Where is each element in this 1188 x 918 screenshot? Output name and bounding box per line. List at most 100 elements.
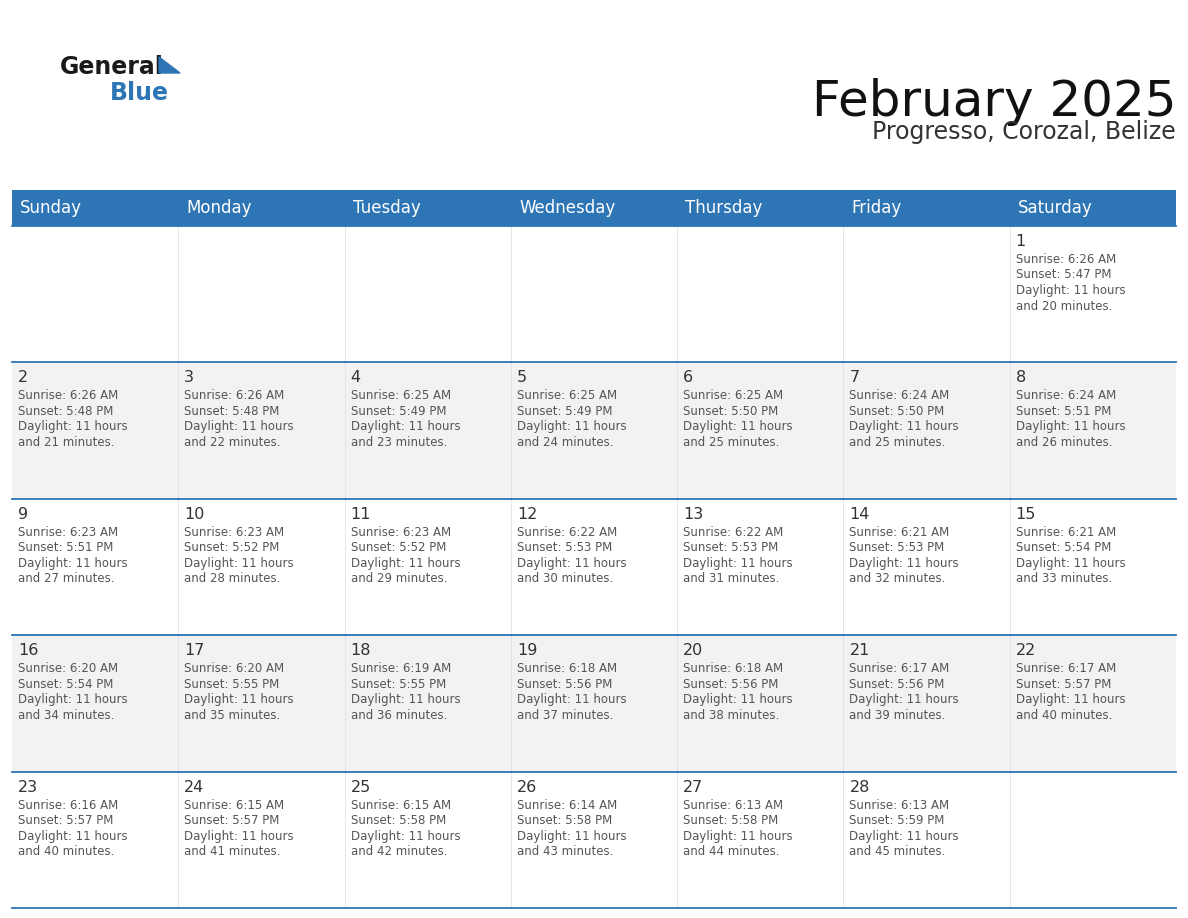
Text: Daylight: 11 hours: Daylight: 11 hours <box>184 557 293 570</box>
Text: Daylight: 11 hours: Daylight: 11 hours <box>517 693 626 706</box>
Bar <box>1010 772 1176 908</box>
Bar <box>12 190 178 226</box>
Text: Sunrise: 6:26 AM: Sunrise: 6:26 AM <box>18 389 119 402</box>
Text: Sunset: 5:56 PM: Sunset: 5:56 PM <box>517 677 612 690</box>
Bar <box>12 772 178 908</box>
Text: Sunrise: 6:14 AM: Sunrise: 6:14 AM <box>517 799 617 812</box>
Text: Sunrise: 6:22 AM: Sunrise: 6:22 AM <box>683 526 783 539</box>
Text: and 20 minutes.: and 20 minutes. <box>1016 299 1112 312</box>
Bar <box>843 226 1010 363</box>
Text: 8: 8 <box>1016 370 1026 386</box>
Bar <box>12 226 178 363</box>
Text: Sunset: 5:58 PM: Sunset: 5:58 PM <box>517 814 612 827</box>
Text: Daylight: 11 hours: Daylight: 11 hours <box>350 693 460 706</box>
Text: 3: 3 <box>184 370 195 386</box>
Text: Sunrise: 6:22 AM: Sunrise: 6:22 AM <box>517 526 617 539</box>
Bar <box>843 772 1010 908</box>
Text: and 35 minutes.: and 35 minutes. <box>184 709 280 722</box>
Text: Sunset: 5:49 PM: Sunset: 5:49 PM <box>517 405 612 418</box>
Text: Daylight: 11 hours: Daylight: 11 hours <box>184 830 293 843</box>
Text: Daylight: 11 hours: Daylight: 11 hours <box>184 693 293 706</box>
Bar <box>677 190 843 226</box>
Bar <box>345 190 511 226</box>
Text: Sunrise: 6:20 AM: Sunrise: 6:20 AM <box>184 662 284 676</box>
Text: and 37 minutes.: and 37 minutes. <box>517 709 613 722</box>
Text: Sunrise: 6:20 AM: Sunrise: 6:20 AM <box>18 662 118 676</box>
Text: Daylight: 11 hours: Daylight: 11 hours <box>683 557 792 570</box>
Bar <box>178 363 345 498</box>
Text: Daylight: 11 hours: Daylight: 11 hours <box>849 557 959 570</box>
Text: Daylight: 11 hours: Daylight: 11 hours <box>517 557 626 570</box>
Bar <box>12 363 178 498</box>
Text: Daylight: 11 hours: Daylight: 11 hours <box>18 830 127 843</box>
Bar <box>843 190 1010 226</box>
Bar <box>843 363 1010 498</box>
Bar <box>511 772 677 908</box>
Text: Wednesday: Wednesday <box>519 199 615 217</box>
Bar <box>1010 635 1176 772</box>
Text: Sunset: 5:55 PM: Sunset: 5:55 PM <box>184 677 279 690</box>
Bar <box>345 498 511 635</box>
Text: General: General <box>61 55 164 79</box>
Text: and 30 minutes.: and 30 minutes. <box>517 572 613 586</box>
Text: Sunset: 5:49 PM: Sunset: 5:49 PM <box>350 405 446 418</box>
Text: and 33 minutes.: and 33 minutes. <box>1016 572 1112 586</box>
Bar <box>511 498 677 635</box>
Text: Sunrise: 6:15 AM: Sunrise: 6:15 AM <box>350 799 450 812</box>
Bar <box>511 363 677 498</box>
Text: Sunrise: 6:19 AM: Sunrise: 6:19 AM <box>350 662 450 676</box>
Text: and 29 minutes.: and 29 minutes. <box>350 572 447 586</box>
Text: Blue: Blue <box>110 81 169 105</box>
Text: Sunrise: 6:23 AM: Sunrise: 6:23 AM <box>18 526 118 539</box>
Bar <box>178 226 345 363</box>
Text: 11: 11 <box>350 507 371 521</box>
Text: Sunset: 5:54 PM: Sunset: 5:54 PM <box>1016 542 1111 554</box>
Text: and 25 minutes.: and 25 minutes. <box>683 436 779 449</box>
Text: 19: 19 <box>517 644 537 658</box>
Text: and 44 minutes.: and 44 minutes. <box>683 845 779 858</box>
Text: Sunrise: 6:21 AM: Sunrise: 6:21 AM <box>849 526 949 539</box>
Text: Daylight: 11 hours: Daylight: 11 hours <box>683 693 792 706</box>
Text: and 36 minutes.: and 36 minutes. <box>350 709 447 722</box>
Text: Daylight: 11 hours: Daylight: 11 hours <box>683 420 792 433</box>
Text: 1: 1 <box>1016 234 1026 249</box>
Text: Sunrise: 6:26 AM: Sunrise: 6:26 AM <box>1016 253 1116 266</box>
Text: Sunset: 5:53 PM: Sunset: 5:53 PM <box>683 542 778 554</box>
Text: Sunset: 5:58 PM: Sunset: 5:58 PM <box>683 814 778 827</box>
Text: 15: 15 <box>1016 507 1036 521</box>
Bar <box>345 363 511 498</box>
Text: 25: 25 <box>350 779 371 795</box>
Text: Sunset: 5:50 PM: Sunset: 5:50 PM <box>849 405 944 418</box>
Text: Daylight: 11 hours: Daylight: 11 hours <box>849 420 959 433</box>
Text: Saturday: Saturday <box>1018 199 1093 217</box>
Bar <box>843 498 1010 635</box>
Bar <box>178 190 345 226</box>
Bar <box>1010 226 1176 363</box>
Text: and 43 minutes.: and 43 minutes. <box>517 845 613 858</box>
Text: 16: 16 <box>18 644 38 658</box>
Text: Sunrise: 6:18 AM: Sunrise: 6:18 AM <box>683 662 783 676</box>
Text: 21: 21 <box>849 644 870 658</box>
Text: Sunrise: 6:17 AM: Sunrise: 6:17 AM <box>849 662 949 676</box>
Text: and 23 minutes.: and 23 minutes. <box>350 436 447 449</box>
Text: Daylight: 11 hours: Daylight: 11 hours <box>18 557 127 570</box>
Text: Sunrise: 6:25 AM: Sunrise: 6:25 AM <box>517 389 617 402</box>
Text: and 27 minutes.: and 27 minutes. <box>18 572 114 586</box>
Text: Sunrise: 6:24 AM: Sunrise: 6:24 AM <box>849 389 949 402</box>
Text: and 24 minutes.: and 24 minutes. <box>517 436 613 449</box>
Text: 7: 7 <box>849 370 860 386</box>
Text: and 34 minutes.: and 34 minutes. <box>18 709 114 722</box>
Text: Daylight: 11 hours: Daylight: 11 hours <box>18 420 127 433</box>
Text: Daylight: 11 hours: Daylight: 11 hours <box>1016 557 1125 570</box>
Text: Sunset: 5:52 PM: Sunset: 5:52 PM <box>350 542 446 554</box>
Text: Sunrise: 6:25 AM: Sunrise: 6:25 AM <box>350 389 450 402</box>
Text: Daylight: 11 hours: Daylight: 11 hours <box>350 557 460 570</box>
Text: Sunrise: 6:23 AM: Sunrise: 6:23 AM <box>184 526 284 539</box>
Text: Thursday: Thursday <box>685 199 763 217</box>
Text: and 32 minutes.: and 32 minutes. <box>849 572 946 586</box>
Bar <box>677 363 843 498</box>
Bar <box>677 635 843 772</box>
Text: Tuesday: Tuesday <box>353 199 421 217</box>
Text: Daylight: 11 hours: Daylight: 11 hours <box>1016 693 1125 706</box>
Text: and 40 minutes.: and 40 minutes. <box>18 845 114 858</box>
